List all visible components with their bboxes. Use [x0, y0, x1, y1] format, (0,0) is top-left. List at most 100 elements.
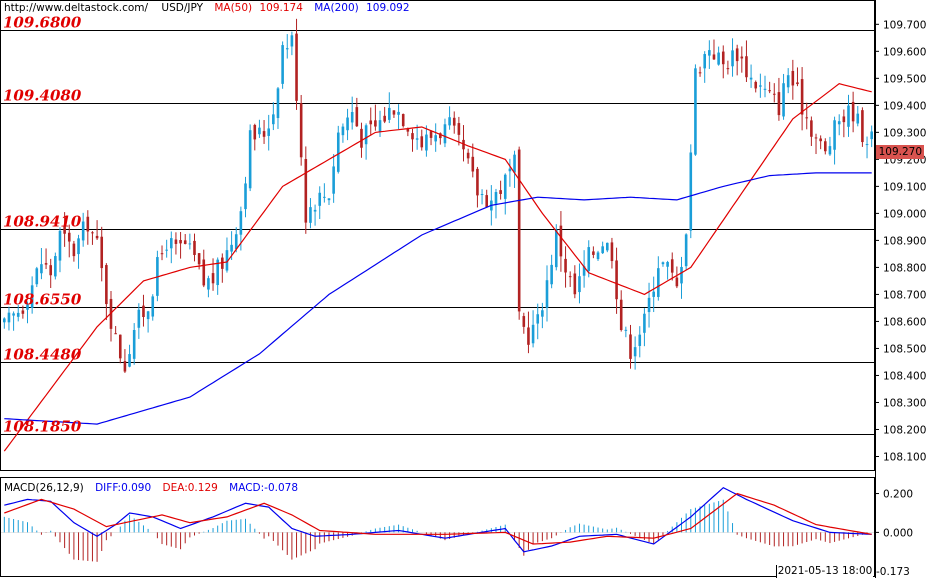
candle-body	[531, 324, 535, 344]
candle-body	[703, 54, 707, 69]
candle-body	[439, 133, 442, 139]
candle-body	[647, 297, 651, 313]
candle-body	[350, 112, 354, 123]
candle-body	[582, 266, 586, 276]
candle-body	[3, 318, 6, 323]
ma50-label: MA(50)	[214, 2, 253, 14]
candle-body	[54, 256, 57, 277]
candle-body	[360, 128, 363, 148]
candle-body	[63, 226, 66, 234]
candle-body	[411, 133, 414, 140]
candle-body	[230, 244, 233, 252]
candle-body	[142, 305, 145, 318]
candle-body	[253, 124, 257, 140]
price-tick-label: 108.800	[883, 262, 926, 274]
candle-body	[128, 354, 131, 367]
candle-body	[346, 117, 349, 131]
candle-body	[721, 51, 725, 65]
candle-body	[309, 207, 312, 223]
candle-body	[341, 126, 345, 136]
ma50-value: 109.174	[259, 2, 303, 14]
candle-body	[763, 88, 767, 90]
candle-body	[666, 262, 669, 267]
macd-tick-label: 0.200	[883, 489, 913, 501]
candle-body	[777, 92, 781, 116]
candle-body	[86, 216, 90, 232]
source-url[interactable]: http://www.deltastock.com/	[4, 2, 149, 14]
candle-body	[364, 125, 368, 145]
candle-body	[420, 136, 424, 148]
candle-body	[754, 81, 758, 89]
candle-body	[415, 138, 419, 140]
candle-body	[499, 190, 502, 194]
level-labels: 109.6800 109.4080 108.9410 108.6550 108.4480…	[3, 14, 82, 436]
ma50-line	[3, 83, 872, 452]
current-price-tag: 109.270	[876, 145, 924, 159]
price-tick-label: 108.200	[883, 424, 926, 436]
price-tick-label: 109.400	[883, 100, 926, 112]
level-label: 109.6800	[3, 14, 82, 32]
candle-body	[480, 193, 484, 195]
candle-body	[202, 259, 206, 286]
price-tick-label: 108.400	[883, 370, 926, 382]
price-tick-label: 109.600	[883, 46, 926, 58]
candle-body	[179, 240, 182, 244]
candle-body	[805, 117, 809, 119]
candle-body	[619, 299, 623, 331]
candle-body	[355, 107, 359, 127]
candle-body	[494, 192, 498, 204]
candle-body	[554, 229, 558, 268]
macd-diff-line	[4, 486, 872, 553]
candle-body	[443, 124, 447, 144]
price-tick-label: 109.100	[883, 181, 926, 193]
candle-body	[823, 141, 827, 152]
candle-body	[541, 310, 544, 317]
candle-body	[434, 135, 437, 142]
candle-body	[327, 198, 331, 201]
candle-body	[211, 273, 215, 284]
candle-body	[466, 152, 470, 159]
candle-body	[248, 130, 252, 189]
candle-body	[810, 120, 813, 137]
ma200-label: MA(200)	[314, 2, 359, 14]
macd-dea: DEA:0.129	[162, 482, 218, 494]
candle-body	[216, 259, 219, 286]
candle-body	[67, 232, 71, 242]
candle-body	[842, 116, 846, 123]
ma200-value: 109.092	[366, 2, 410, 14]
candle-body	[759, 85, 762, 87]
candle-body	[429, 131, 433, 138]
candle-body	[146, 311, 150, 320]
candle-body	[81, 221, 85, 241]
candle-body	[392, 110, 396, 115]
candle-body	[819, 138, 822, 142]
candle-body	[40, 264, 43, 274]
candle-body	[476, 168, 479, 196]
candle-body	[643, 313, 646, 333]
candle-body	[332, 166, 335, 194]
candle-body	[564, 258, 567, 273]
symbol-label: USD/JPY	[161, 2, 203, 14]
candle-body	[861, 110, 864, 143]
candle-body	[35, 268, 39, 285]
price-tick-label: 108.300	[883, 397, 926, 409]
level-label: 108.4480	[3, 346, 82, 364]
candle-body	[786, 75, 790, 88]
candle-body	[276, 88, 280, 119]
candle-body	[44, 263, 48, 265]
candle-body	[601, 246, 604, 254]
candle-body	[12, 313, 15, 316]
candle-body	[313, 209, 317, 212]
candle-body	[425, 134, 428, 151]
candle-body	[661, 262, 665, 265]
price-tick-label: 108.100	[883, 451, 926, 463]
candle-body	[378, 120, 382, 132]
price-tick-label: 109.500	[883, 73, 926, 85]
candle-body	[587, 247, 591, 271]
macd-diff: DIFF:0.090	[95, 482, 152, 494]
candle-body	[870, 131, 873, 140]
candle-body	[610, 242, 614, 262]
macd-header: MACD(26,12,9) DIFF:0.090 DEA:0.129 MACD:…	[4, 482, 298, 494]
candle-body	[281, 45, 284, 84]
